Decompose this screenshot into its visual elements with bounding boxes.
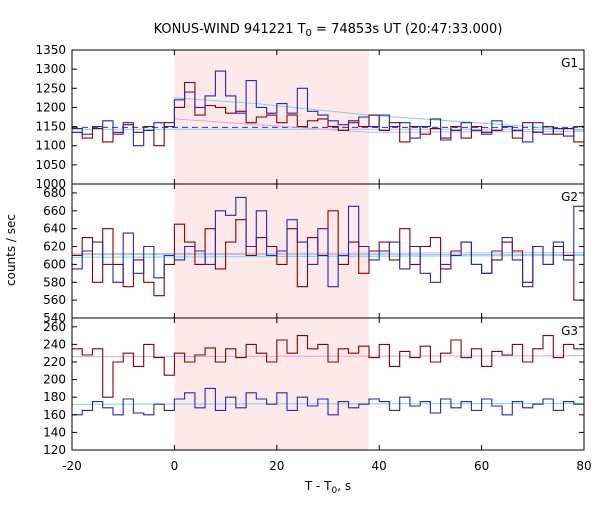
y-tick-label: 1150 (35, 120, 66, 134)
series-blue-steps (72, 387, 584, 416)
y-tick-label: 620 (43, 240, 66, 254)
chart-title: KONUS-WIND 941221 T0 = 74853s UT (20:47:… (154, 22, 503, 39)
y-tick-label: 540 (43, 311, 66, 325)
series-red-steps (72, 81, 584, 147)
panel-label: G2 (561, 190, 578, 204)
y-tick-label: 660 (43, 204, 66, 218)
x-tick-label: 40 (372, 459, 387, 473)
panel-g1: 1350 1300 1250 1200 1150 1100 1050 1000 G1 (35, 43, 585, 191)
series-blue-steps (72, 196, 584, 288)
y-tick-label: 1100 (35, 139, 66, 153)
x-axis-label: T - T0, s (304, 479, 351, 496)
y-tick-label: 1000 (35, 177, 66, 191)
x-tick-label: 80 (576, 459, 591, 473)
series-blue-steps (72, 70, 584, 147)
fit-blue-line (174, 97, 585, 131)
x-tick-label: 60 (474, 459, 489, 473)
y-tick-label: 1050 (35, 158, 66, 172)
panel-frame (71, 317, 585, 451)
plot-layer: 13501300125012001150110010501000G1680660… (35, 43, 591, 473)
x-tick-label: -20 (62, 459, 82, 473)
y-tick-label: 180 (43, 390, 66, 404)
series-red-steps (72, 335, 584, 398)
y-tick-label: 160 (43, 408, 66, 422)
y-tick-label: 200 (43, 373, 66, 387)
y-tick-label: 140 (43, 425, 66, 439)
y-tick-label: 220 (43, 355, 66, 369)
x-tick-label: 20 (269, 459, 284, 473)
y-tick-label: 600 (43, 257, 66, 271)
y-tick-label: 1350 (35, 43, 66, 57)
y-tick-label: 120 (43, 443, 66, 457)
panel-label: G3 (561, 324, 578, 338)
y-tick-label: 240 (43, 337, 66, 351)
y-tick-label: 680 (43, 186, 66, 200)
highlight-interval (174, 50, 369, 450)
y-tick-label: 1300 (35, 62, 66, 76)
y-tick-label: 1200 (35, 100, 66, 114)
y-tick-label: 1250 (35, 81, 66, 95)
y-tick-label: 260 (43, 320, 66, 334)
y-axis-label: counts / sec (4, 214, 18, 286)
y-tick-label: 640 (43, 222, 66, 236)
x-tick-label: 0 (171, 459, 179, 473)
y-tick-label: 580 (43, 275, 66, 289)
panel-g3: 260 240 220 200 180 160 140 120 G3 (43, 317, 585, 457)
y-tick-label: 560 (43, 293, 66, 307)
panel-label: G1 (561, 56, 578, 70)
